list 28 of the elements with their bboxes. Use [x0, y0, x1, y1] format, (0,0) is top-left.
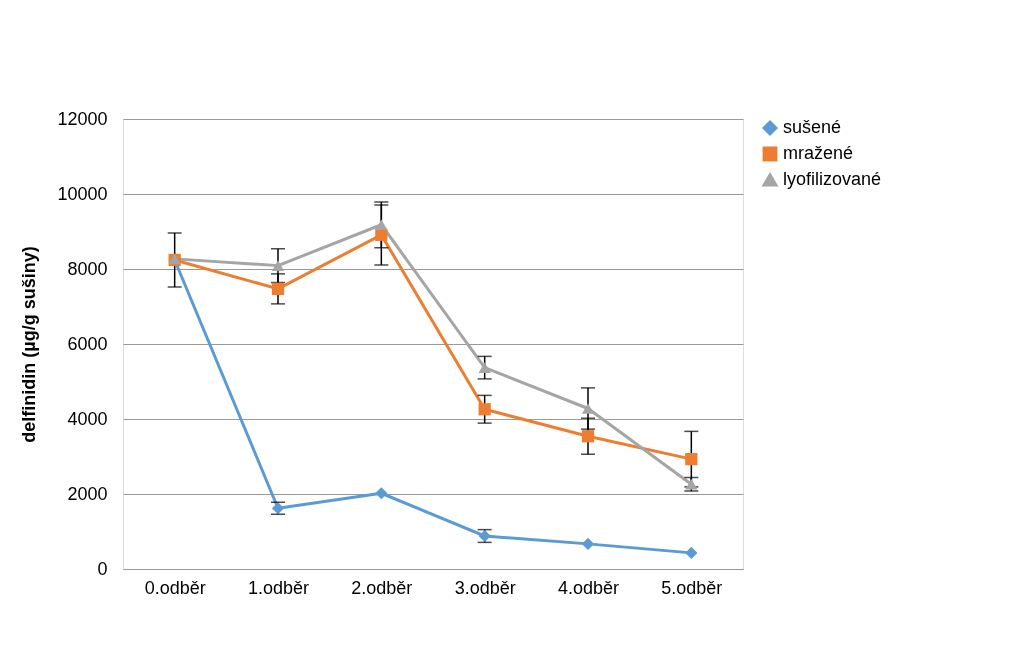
point [375, 487, 388, 500]
point [375, 219, 388, 231]
y-tick-label: 6000 [67, 333, 108, 354]
legend-label: mražené [783, 143, 854, 163]
point [478, 403, 491, 416]
x-tick-label: 2.odběr [351, 577, 413, 598]
y-tick-label: 10000 [57, 183, 108, 204]
x-tick-label: 1.odběr [247, 577, 310, 598]
point [685, 546, 698, 559]
point [271, 260, 285, 271]
y-tick-label: 8000 [67, 258, 108, 279]
x-tick-label: 3.odběr [454, 577, 516, 598]
point [685, 453, 698, 466]
point [581, 403, 595, 414]
point [478, 362, 491, 373]
y-axis-title: delfinidin (µg/g sušiny) [19, 246, 40, 443]
legend-label: sušené [783, 117, 842, 137]
point [581, 430, 595, 443]
x-tick-label: 4.odběr [557, 577, 620, 598]
y-tick-label: 12000 [57, 108, 108, 129]
y-tick-label: 0 [97, 558, 108, 579]
y-tick-label: 4000 [67, 408, 108, 429]
point [271, 282, 285, 295]
y-tick-label: 2000 [67, 483, 108, 504]
legend-label: lyofilizované [783, 169, 882, 189]
point [581, 537, 595, 550]
x-tick-label: 0.odběr [144, 577, 206, 598]
x-tick-label: 5.odběr [661, 577, 723, 598]
